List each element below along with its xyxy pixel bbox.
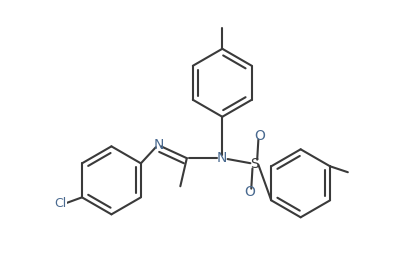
Text: N: N: [153, 138, 164, 152]
Text: N: N: [217, 151, 227, 165]
Text: S: S: [250, 157, 259, 171]
Text: O: O: [245, 185, 255, 199]
Text: O: O: [255, 129, 265, 143]
Text: Cl: Cl: [55, 197, 67, 210]
